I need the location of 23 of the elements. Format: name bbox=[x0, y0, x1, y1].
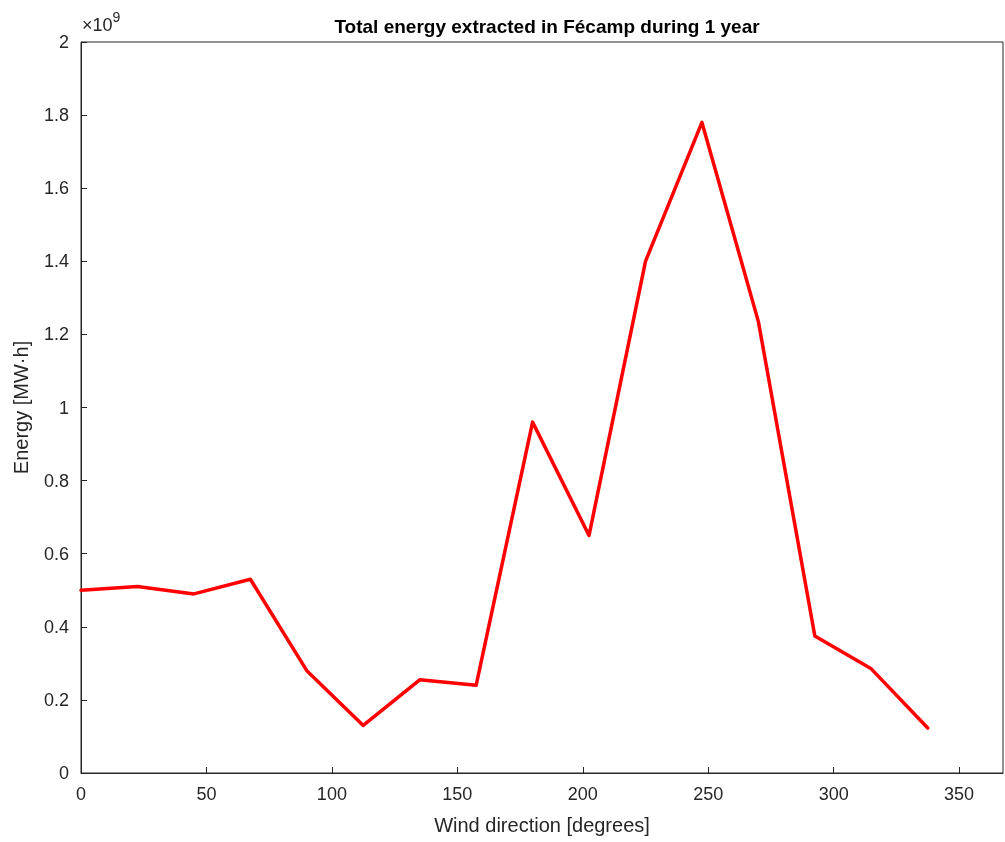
x-tick-label: 50 bbox=[196, 784, 217, 804]
x-tick-label: 100 bbox=[316, 784, 347, 804]
y-axis-title: Energy [MW·h] bbox=[10, 340, 32, 475]
x-tick-label: 250 bbox=[693, 784, 724, 804]
y-tick-label: 1.8 bbox=[43, 105, 69, 126]
y-tick-label: 0.8 bbox=[43, 470, 69, 491]
x-tick-label: 150 bbox=[442, 784, 473, 804]
y-tick-label: 0 bbox=[58, 763, 69, 783]
x-tick-label: 200 bbox=[567, 784, 598, 804]
y-tick-label: 2 bbox=[58, 32, 69, 52]
y-tick-label: 0.2 bbox=[43, 689, 69, 710]
chart-title: Total energy extracted in Fécamp during 1 year bbox=[334, 16, 761, 37]
x-axis-title: Wind direction [degrees] bbox=[434, 814, 650, 836]
y-tick-label: 0.4 bbox=[43, 616, 69, 637]
line-series bbox=[79, 120, 930, 730]
y-tick-label: 1.4 bbox=[43, 251, 69, 272]
y-tick-label: 1 bbox=[58, 397, 69, 418]
x-tick-label: 300 bbox=[818, 784, 849, 804]
y-tick-label: 1.6 bbox=[43, 178, 69, 199]
x-tick-label: 0 bbox=[75, 784, 87, 804]
y-tick-label: 1.2 bbox=[43, 324, 69, 345]
x-tick-label: 350 bbox=[944, 784, 975, 804]
y-tick-label: 0.6 bbox=[43, 543, 69, 564]
